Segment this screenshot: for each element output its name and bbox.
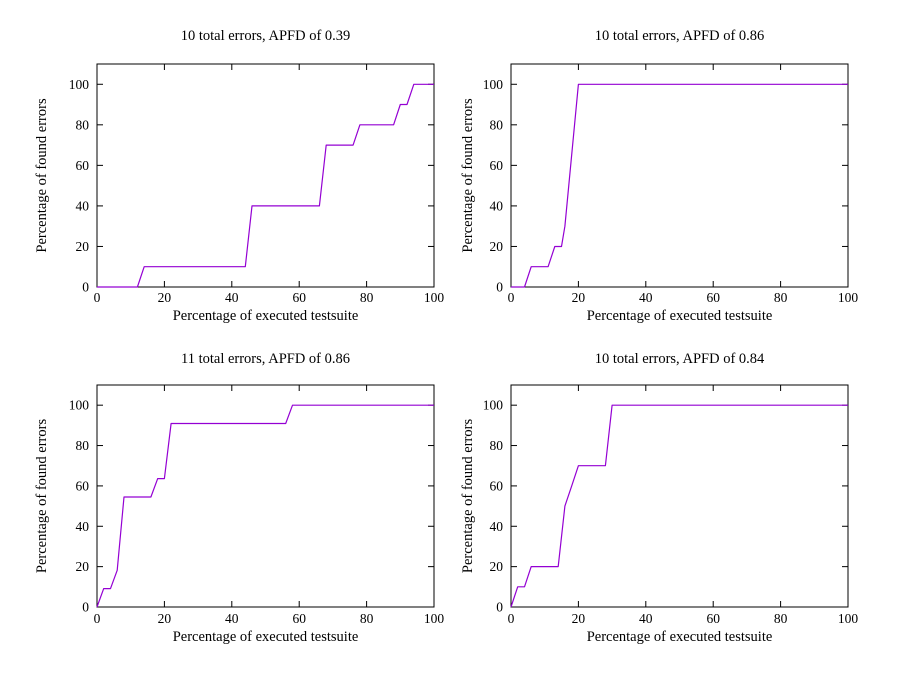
data-line xyxy=(511,83,848,288)
x-tick-label: 80 xyxy=(360,611,374,626)
x-tick-label: 60 xyxy=(292,611,306,626)
chart-top-left: 0 20 40 60 80 100 0 20 40 60 80 100 10 total errors,… xyxy=(34,28,445,324)
y-tick-label: 100 xyxy=(69,77,90,92)
y-axis-label: Percentage of found errors xyxy=(34,419,50,574)
data-line xyxy=(97,83,434,288)
x-tick-label: 40 xyxy=(639,611,653,626)
y-tick-label: 0 xyxy=(496,600,503,615)
x-tick-label: 0 xyxy=(508,290,515,305)
y-axis-label: Percentage of found errors xyxy=(34,98,50,253)
y-tick-label: 0 xyxy=(82,600,89,615)
plot-border xyxy=(96,63,435,288)
y-tick-label: 20 xyxy=(490,239,504,254)
x-tick-label: 60 xyxy=(706,290,720,305)
y-tick-label: 40 xyxy=(490,519,504,534)
y-tick-label: 60 xyxy=(76,478,90,493)
chart-title: 10 total errors, APFD of 0.39 xyxy=(181,28,351,44)
y-tick-label: 80 xyxy=(76,438,90,453)
x-tick-label: 0 xyxy=(94,611,101,626)
chart-bottom-right: 0 20 40 60 80 100 0 20 40 60 80 100 10 total errors,… xyxy=(460,351,859,645)
y-axis-label: Percentage of found errors xyxy=(460,98,476,253)
y-tick-label: 80 xyxy=(490,438,504,453)
chart-title: 11 total errors, APFD of 0.86 xyxy=(181,351,350,367)
data-line xyxy=(96,404,434,608)
x-tick-label: 60 xyxy=(706,611,720,626)
x-axis-label: Percentage of executed testsuite xyxy=(173,308,359,324)
plot-border xyxy=(510,384,849,608)
x-tick-label: 100 xyxy=(838,290,859,305)
y-tick-label: 20 xyxy=(490,559,504,574)
x-tick-label: 0 xyxy=(508,611,515,626)
y-tick-label: 40 xyxy=(490,198,504,213)
y-tick-label: 100 xyxy=(483,77,504,92)
chart-bottom-left: 0 20 40 60 80 100 0 20 40 60 80 100 11 total errors,… xyxy=(34,351,445,645)
x-tick-label: 20 xyxy=(158,290,172,305)
x-tick-label: 80 xyxy=(360,290,374,305)
x-tick-label: 40 xyxy=(225,290,239,305)
chart-title: 10 total errors, APFD of 0.86 xyxy=(595,28,765,44)
y-tick-label: 0 xyxy=(82,280,89,295)
x-tick-label: 100 xyxy=(424,290,445,305)
x-axis-label: Percentage of executed testsuite xyxy=(587,629,773,645)
y-tick-label: 80 xyxy=(76,117,90,132)
y-tick-label: 0 xyxy=(496,280,503,295)
x-axis-label: Percentage of executed testsuite xyxy=(173,629,359,645)
y-tick-label: 20 xyxy=(76,559,90,574)
x-tick-label: 20 xyxy=(158,611,172,626)
data-line xyxy=(510,404,848,608)
x-tick-label: 40 xyxy=(225,611,239,626)
x-tick-label: 20 xyxy=(572,611,586,626)
chart-title: 10 total errors, APFD of 0.84 xyxy=(595,351,765,367)
y-tick-label: 40 xyxy=(76,198,90,213)
y-tick-label: 20 xyxy=(76,239,90,254)
x-tick-label: 60 xyxy=(292,290,306,305)
y-tick-label: 40 xyxy=(76,519,90,534)
x-tick-label: 20 xyxy=(572,290,586,305)
x-tick-label: 40 xyxy=(639,290,653,305)
plot-border xyxy=(510,63,849,288)
x-tick-label: 0 xyxy=(94,290,101,305)
y-tick-label: 60 xyxy=(490,158,504,173)
y-tick-label: 80 xyxy=(490,117,504,132)
x-axis-label: Percentage of executed testsuite xyxy=(587,308,773,324)
chart-top-right: 0 20 40 60 80 100 0 20 40 60 80 100 10 total errors,… xyxy=(460,28,859,324)
y-axis-label: Percentage of found errors xyxy=(460,419,476,574)
x-tick-label: 100 xyxy=(838,611,859,626)
y-tick-label: 60 xyxy=(490,478,504,493)
plot-border xyxy=(96,384,435,608)
y-tick-label: 100 xyxy=(483,398,504,413)
y-tick-label: 100 xyxy=(69,398,90,413)
x-tick-label: 100 xyxy=(424,611,445,626)
y-tick-label: 60 xyxy=(76,158,90,173)
x-tick-label: 80 xyxy=(774,290,788,305)
x-tick-label: 80 xyxy=(774,611,788,626)
